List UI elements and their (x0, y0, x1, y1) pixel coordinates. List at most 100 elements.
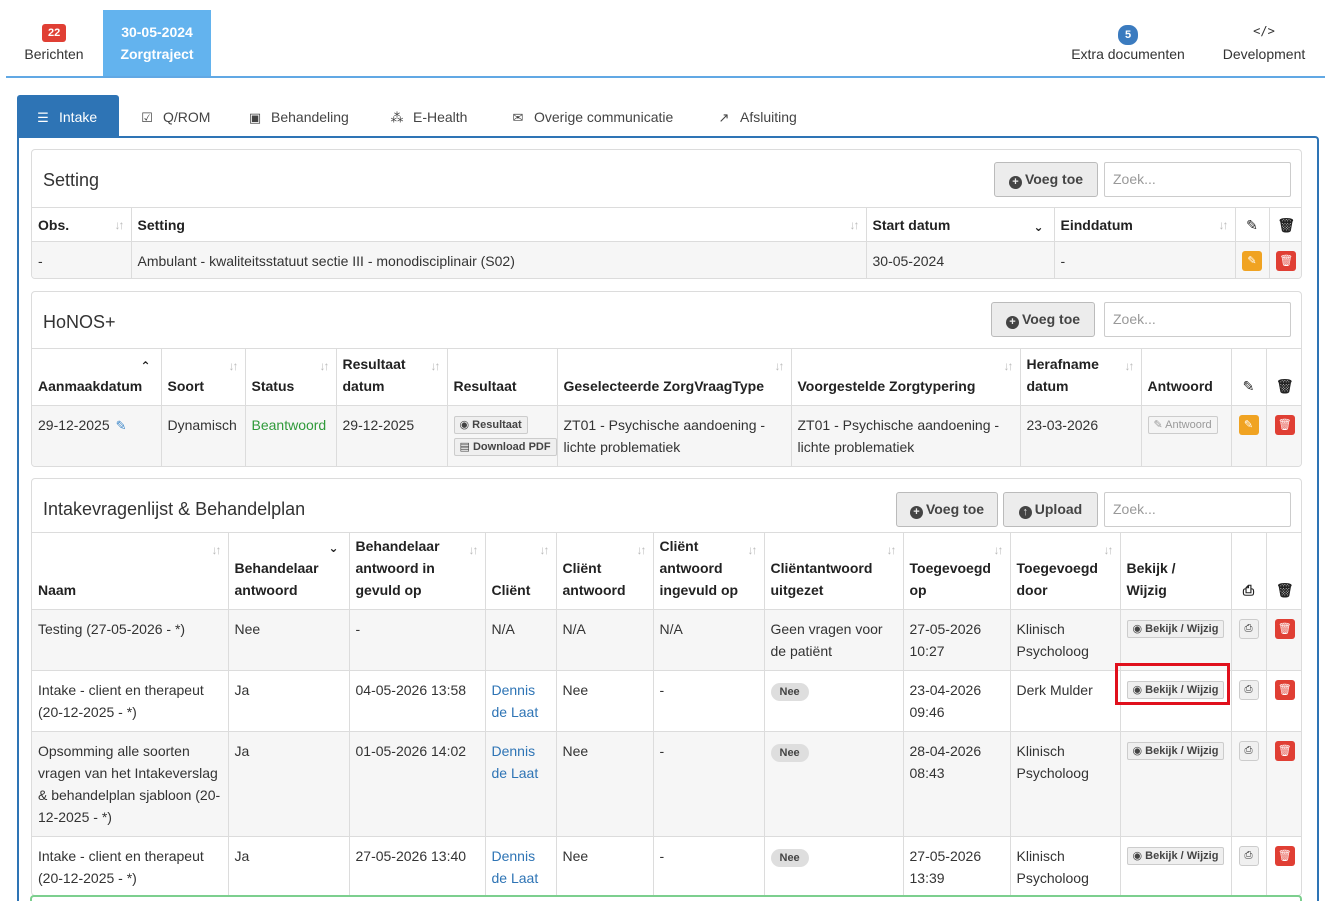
setting-search-input[interactable]: Zoek... (1104, 162, 1291, 197)
tab-ehealth-label: E-Health (413, 109, 468, 125)
delete-button[interactable]: 🗑 (1274, 619, 1295, 639)
col-client-ingevuld-op[interactable]: Cliënt antwoord ingevuld op ↓↑ (653, 532, 765, 610)
cell-behandelaar-antwoord: Ja (228, 731, 350, 837)
tab-behandeling-label: Behandeling (271, 109, 349, 125)
intake-add-button[interactable]: + Voeg toe (896, 492, 998, 527)
tab-intake-label: Intake (59, 109, 98, 125)
edit-button[interactable]: ✎ (1242, 251, 1262, 271)
honos-search-input[interactable]: Zoek... (1104, 302, 1291, 337)
pencil-icon[interactable]: ✎ (115, 418, 127, 433)
berichten-label: Berichten (24, 46, 84, 62)
bekijk-wijzig-button[interactable]: ◉ Bekijk / Wijzig (1126, 620, 1225, 638)
plus-circle-icon: + (909, 506, 923, 519)
bekijk-wijzig-button[interactable]: ◉ Bekijk / Wijzig (1126, 847, 1225, 865)
col-aanmaakdatum[interactable]: Aanmaakdatum ⌃ (32, 348, 162, 406)
cell-behandelaar-ingevuld-op: 01-05-2026 14:02 (349, 731, 486, 837)
cell-resultaat-datum: 29-12-2025 (336, 405, 448, 466)
col-resultaat-datum[interactable]: Resultaat datum ↓↑ (336, 348, 448, 406)
col-soort[interactable]: Soort ↓↑ (161, 348, 246, 406)
col-zorgtypering[interactable]: Voorgestelde Zorgtypering ↓↑ (791, 348, 1021, 406)
sort-icon: ↓↑ (211, 543, 222, 557)
setting-panel: Setting + Voeg toe Zoek... Obs. ↓↑ Setting… (31, 149, 1302, 279)
cell-aanmaakdatum: 29-12-2025 ✎ (32, 405, 162, 466)
col-obs[interactable]: Obs. ↓↑ (32, 207, 132, 242)
col-zorgvraagtype[interactable]: Geselecteerde ZorgVraagType ↓↑ (557, 348, 792, 406)
delete-button[interactable]: 🗑 (1274, 846, 1295, 866)
tab-intake[interactable]: ☰ Intake (17, 95, 119, 137)
col-clientantwoord-uitgezet[interactable]: Cliëntantwoord uitgezet ↓↑ (764, 532, 904, 610)
client-link[interactable]: Dennis de Laat (485, 731, 557, 837)
col-naam[interactable]: Naam ↓↑ (32, 532, 229, 610)
delete-button[interactable]: 🗑 (1274, 680, 1295, 700)
sort-icon: ↓↑ (468, 543, 479, 557)
print-button[interactable]: ⎙ (1238, 741, 1259, 761)
cell-clientantwoord-uitgezet: Nee (764, 731, 904, 837)
code-icon: </> (1253, 24, 1275, 38)
col-client-antwoord-label: Cliënt antwoord (562, 560, 626, 598)
tab-qrom[interactable]: ☑ Q/ROM (139, 95, 229, 137)
col-edit: ✎ (1231, 348, 1267, 406)
cell-zorgvraagtype: ZT01 - Psychische aandoening - lichte pr… (557, 405, 792, 466)
intake-panel: Intakevragenlijst & Behandelplan + Voeg t… (31, 478, 1302, 896)
table-row: Opsomming alle soorten vragen van het In… (32, 731, 1301, 837)
cell-setting: Ambulant - kwaliteitsstatuut sectie III … (131, 241, 867, 278)
client-link[interactable]: Dennis de Laat (485, 836, 557, 895)
edit-button[interactable]: ✎ (1238, 415, 1259, 435)
sort-icon: ↓↑ (849, 218, 860, 232)
col-toegevoegd-door[interactable]: Toegevoegd door ↓↑ (1010, 532, 1121, 610)
print-button[interactable]: ⎙ (1238, 680, 1259, 700)
eye-icon: ◉ (1132, 623, 1143, 635)
sort-icon: ↓↑ (319, 359, 330, 373)
trash-icon: 🗑 (1277, 216, 1296, 233)
tab-behandeling[interactable]: ▣ Behandeling (247, 95, 372, 137)
col-behandelaar-ingevuld-op[interactable]: Behandelaar antwoord in gevuld op ↓↑ (349, 532, 486, 610)
setting-add-button[interactable]: + Voeg toe (994, 162, 1098, 197)
col-delete: 🗑 (1269, 207, 1301, 242)
plus-circle-icon: + (1008, 176, 1022, 189)
col-client-antwoord[interactable]: Cliënt antwoord ↓↑ (556, 532, 654, 610)
intake-upload-button[interactable]: ↑ Upload (1003, 492, 1098, 527)
cell-zorgtypering: ZT01 - Psychische aandoening - lichte pr… (791, 405, 1021, 466)
delete-button[interactable]: 🗑 (1276, 251, 1297, 271)
print-icon: ⎙ (1242, 582, 1255, 598)
tab-overige-communicatie[interactable]: ✉ Overige communicatie (510, 95, 700, 137)
cell-status: Beantwoord (245, 405, 337, 466)
cell-toegevoegd-door: Klinisch Psycholoog (1010, 836, 1121, 895)
print-button[interactable]: ⎙ (1238, 846, 1259, 866)
col-client[interactable]: Cliënt ↓↑ (485, 532, 557, 610)
extra-documenten-button[interactable]: 5 Extra documenten (1063, 10, 1193, 76)
col-behandelaar-antwoord[interactable]: Behandelaar antwoord ⌄ (228, 532, 350, 610)
col-toegevoegd-op[interactable]: Toegevoegd op ↓↑ (903, 532, 1011, 610)
development-button[interactable]: </> Development (1214, 10, 1314, 76)
download-pdf-label: Download PDF (472, 441, 551, 453)
development-label: Development (1222, 46, 1306, 62)
resultaat-button[interactable]: ◉ Resultaat (453, 416, 528, 434)
client-link[interactable]: Dennis de Laat (485, 670, 557, 732)
setting-add-label: Voeg toe (1024, 171, 1084, 187)
col-einddatum[interactable]: Einddatum ↓↑ (1054, 207, 1236, 242)
download-pdf-button[interactable]: ▤ Download PDF (453, 438, 557, 456)
intake-search-input[interactable]: Zoek... (1104, 492, 1291, 527)
honos-add-button[interactable]: + Voeg toe (991, 302, 1095, 337)
cell-delete: 🗑 (1266, 609, 1301, 671)
bekijk-wijzig-button[interactable]: ◉ Bekijk / Wijzig (1126, 742, 1225, 760)
cell-edit: ✎ (1235, 241, 1270, 278)
eye-icon: ◉ (1132, 850, 1143, 862)
col-start-datum[interactable]: Start datum ⌄ (866, 207, 1055, 242)
col-herafname-datum[interactable]: Herafname datum ↓↑ (1020, 348, 1142, 406)
print-button[interactable]: ⎙ (1238, 619, 1259, 639)
zorgtraject-button[interactable]: 30-05-2024 Zorgtraject (103, 10, 211, 76)
tab-afsluiting[interactable]: ↗ Afsluiting (716, 95, 816, 137)
col-print: ⎙ (1231, 532, 1267, 610)
tab-ehealth[interactable]: ⁂ E-Health (389, 95, 489, 137)
table-row: - Ambulant - kwaliteitsstatuut sectie II… (32, 241, 1301, 278)
antwoord-button[interactable]: ✎ Antwoord (1147, 416, 1218, 434)
eye-icon: ◉ (459, 419, 470, 431)
col-status[interactable]: Status ↓↑ (245, 348, 337, 406)
delete-button[interactable]: 🗑 (1274, 741, 1295, 761)
berichten-button[interactable]: 22 Berichten (12, 10, 96, 76)
bekijk-wijzig-button[interactable]: ◉ Bekijk / Wijzig (1126, 681, 1225, 699)
delete-button[interactable]: 🗑 (1274, 415, 1295, 435)
cell-print: ⎙ (1231, 731, 1267, 837)
col-setting[interactable]: Setting ↓↑ (131, 207, 867, 242)
